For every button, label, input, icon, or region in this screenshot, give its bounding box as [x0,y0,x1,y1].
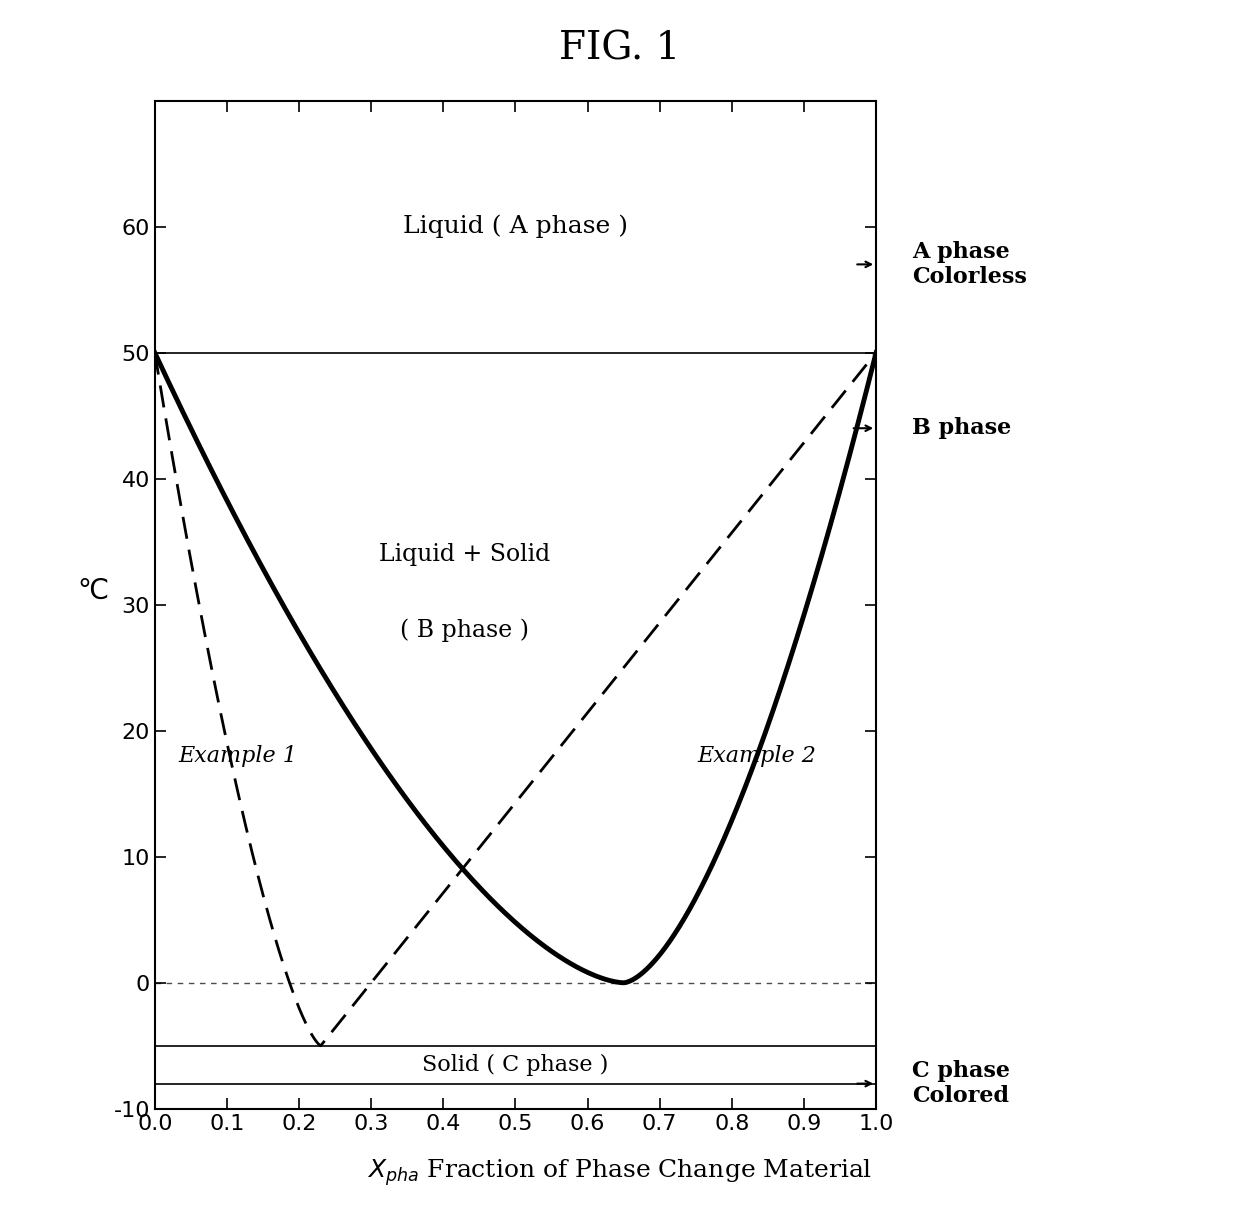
Text: Liquid ( A phase ): Liquid ( A phase ) [403,215,627,238]
Text: FIG. 1: FIG. 1 [559,31,681,67]
Text: Liquid + Solid: Liquid + Solid [379,543,551,566]
Text: $X_{pha}$ Fraction of Phase Change Material: $X_{pha}$ Fraction of Phase Change Mater… [367,1157,873,1189]
Text: Example 2: Example 2 [698,745,816,767]
Y-axis label: ℃: ℃ [77,577,108,605]
Text: A phase
Colorless: A phase Colorless [913,241,1027,288]
Text: ( B phase ): ( B phase ) [401,618,529,642]
Text: B phase: B phase [913,417,1012,439]
Text: Example 1: Example 1 [179,745,298,767]
Text: Solid ( C phase ): Solid ( C phase ) [423,1053,609,1075]
Text: C phase
Colored: C phase Colored [913,1059,1011,1107]
